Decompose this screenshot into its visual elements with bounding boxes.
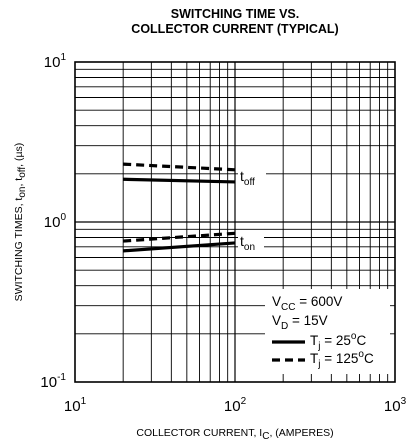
plot-frame bbox=[74, 61, 396, 383]
legend-entry-25c-deg: o bbox=[351, 331, 357, 342]
y-tick-base: 10 bbox=[44, 54, 61, 71]
annotation-t-on-mask bbox=[238, 233, 264, 253]
y-axis-label-suffix: , (µs) bbox=[13, 143, 25, 167]
condition-vcc-prefix: V bbox=[272, 294, 281, 309]
legend-entry-125c: Tj = 125oC bbox=[310, 349, 374, 370]
y-axis-label: SWITCHING TIMES, ton, toff, (µs) bbox=[13, 143, 28, 302]
y-tick-base: 10 bbox=[44, 214, 61, 231]
legend-entry-25c-sub: j bbox=[317, 341, 320, 352]
x-axis-label: COLLECTOR CURRENT, IC, (AMPERES) bbox=[136, 427, 333, 441]
annotation-t-off-base: t bbox=[240, 168, 244, 184]
condition-vcc: VCC = 600V bbox=[272, 294, 342, 313]
x-tick-exp: 1 bbox=[81, 396, 87, 407]
x-tick-base: 10 bbox=[384, 398, 401, 415]
legend-entry-25c: Tj = 25oC bbox=[310, 331, 366, 352]
annotation-t-on-base: t bbox=[240, 233, 244, 249]
x-tick-label: 101 bbox=[64, 396, 87, 415]
chart-title-line-1: SWITCHING TIME VS. bbox=[171, 7, 299, 21]
condition-vd-prefix: V bbox=[272, 313, 281, 328]
x-tick-exp: 3 bbox=[401, 396, 407, 407]
series-line-3 bbox=[123, 231, 236, 243]
annotation-t-off-sub: off bbox=[244, 177, 255, 188]
y-axis-label-mid: , t bbox=[13, 178, 25, 187]
y-tick-label: 101 bbox=[44, 52, 67, 71]
x-tick-base: 10 bbox=[224, 398, 241, 415]
y-tick-label: 10-1 bbox=[40, 372, 66, 391]
x-tick-base: 10 bbox=[64, 398, 81, 415]
series-line-1 bbox=[123, 162, 236, 172]
annotation-t-off-mask bbox=[238, 167, 266, 187]
y-tick-exp: -1 bbox=[57, 372, 66, 383]
legend-entry-25c-unit: C bbox=[356, 333, 366, 348]
annotation-t-on: ton bbox=[238, 233, 264, 253]
x-tick-exp: 2 bbox=[241, 396, 247, 407]
legend-entry-125c-prefix: T bbox=[310, 351, 318, 366]
annotation-t-on-label: ton bbox=[240, 233, 255, 253]
legend-entry-25c-prefix: T bbox=[310, 333, 318, 348]
chart-title-line-2: COLLECTOR CURRENT (TYPICAL) bbox=[131, 22, 338, 36]
legend-entry-125c-text: = 125 bbox=[320, 351, 358, 366]
series-line-0 bbox=[123, 177, 236, 184]
annotation-t-off: toff bbox=[238, 167, 266, 188]
x-axis-label-sub: C bbox=[262, 431, 269, 441]
y-axis-label-sub2: off bbox=[17, 167, 28, 178]
legend-entry-25c-text: = 25 bbox=[320, 333, 350, 348]
condition-vcc-sub: CC bbox=[281, 302, 295, 313]
series-group bbox=[123, 162, 236, 253]
condition-vd-text: = 15V bbox=[288, 313, 327, 328]
legend-entry-125c-sub: j bbox=[317, 359, 320, 370]
y-axis-label-sub1: on bbox=[17, 187, 28, 198]
y-tick-exp: 0 bbox=[60, 212, 66, 223]
legend: VCC = 600V VD = 15V Tj = 25oC Tj = 125oC bbox=[265, 289, 390, 374]
condition-vd: VD = 15V bbox=[272, 313, 328, 332]
y-tick-base: 10 bbox=[40, 374, 57, 391]
x-axis-label-suffix: , (AMPERES) bbox=[269, 427, 333, 439]
series-line-2 bbox=[123, 241, 236, 253]
condition-vcc-text: = 600V bbox=[295, 294, 342, 309]
annotation-t-off-label: toff bbox=[240, 168, 255, 188]
legend-entry-125c-deg: o bbox=[358, 349, 364, 360]
legend-entry-125c-unit: C bbox=[364, 351, 374, 366]
x-tick-label: 102 bbox=[224, 396, 247, 415]
x-tick-label: 103 bbox=[384, 396, 407, 415]
x-axis-label-main: COLLECTOR CURRENT, I bbox=[136, 427, 262, 439]
y-axis-label-main: SWITCHING TIMES, t bbox=[13, 198, 25, 302]
condition-vd-sub: D bbox=[281, 321, 288, 332]
y-tick-label: 100 bbox=[44, 212, 67, 231]
annotation-t-on-sub: on bbox=[244, 242, 255, 253]
y-tick-exp: 1 bbox=[60, 52, 66, 63]
